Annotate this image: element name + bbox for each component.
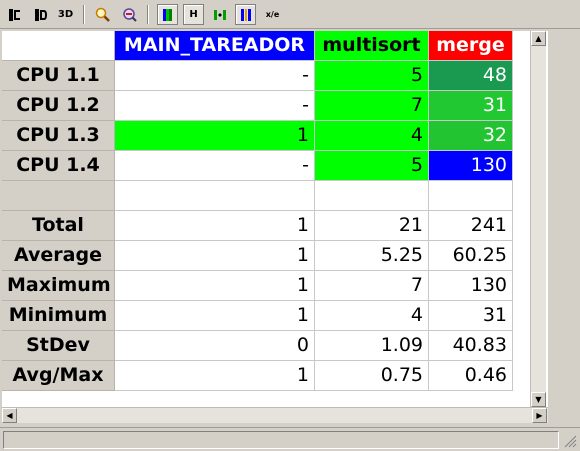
table-cell[interactable]: - bbox=[115, 61, 315, 91]
open-control-window-icon[interactable] bbox=[4, 4, 25, 25]
status-field bbox=[3, 431, 559, 449]
column-header-main_tareador[interactable]: MAIN_TAREADOR bbox=[115, 31, 315, 61]
column-header-multisort[interactable]: multisort bbox=[315, 31, 429, 61]
table-cell[interactable]: - bbox=[115, 91, 315, 121]
stat-row-header-stdev[interactable]: StDev bbox=[2, 331, 115, 361]
table-cell[interactable]: 48 bbox=[429, 61, 513, 91]
stat-cell[interactable]: 241 bbox=[429, 211, 513, 241]
open-filtered-control-icon[interactable] bbox=[119, 4, 140, 25]
row-header-cpu-1-2[interactable]: CPU 1.2 bbox=[2, 91, 115, 121]
stat-cell[interactable]: 4 bbox=[315, 301, 429, 331]
table-cell[interactable]: 4 bbox=[315, 121, 429, 151]
3d-label: 3D bbox=[57, 9, 74, 20]
stat-cell[interactable]: 130 bbox=[429, 271, 513, 301]
status-bar bbox=[0, 427, 580, 451]
3d-view-icon[interactable]: 3D bbox=[55, 4, 76, 25]
stat-cell[interactable]: 1 bbox=[115, 361, 315, 391]
stat-cell[interactable]: 21 bbox=[315, 211, 429, 241]
table-corner bbox=[2, 31, 115, 61]
stat-cell[interactable]: 60.25 bbox=[429, 241, 513, 271]
vertical-scrollbar[interactable]: ▲ ▼ bbox=[530, 31, 546, 407]
table-cell[interactable]: 31 bbox=[429, 91, 513, 121]
horizontal-icon[interactable]: H bbox=[183, 4, 204, 25]
stat-row-header-total[interactable]: Total bbox=[2, 211, 115, 241]
label-format-label: x/e bbox=[265, 10, 280, 19]
horizontal-label: H bbox=[189, 9, 198, 20]
stat-row-header-avg-max[interactable]: Avg/Max bbox=[2, 361, 115, 391]
column-header-merge[interactable]: merge bbox=[429, 31, 513, 61]
statistics-table: MAIN_TAREADOR multisort merge CPU 1.1-5 48 CP… bbox=[2, 31, 548, 407]
separator-cell bbox=[429, 181, 513, 211]
stat-cell[interactable]: 1.09 bbox=[315, 331, 429, 361]
scroll-left-icon[interactable]: ◀ bbox=[2, 408, 17, 423]
open-data-window-icon[interactable] bbox=[30, 4, 51, 25]
table-cell[interactable]: 1 bbox=[115, 121, 315, 151]
scroll-up-icon[interactable]: ▲ bbox=[531, 31, 546, 46]
table-cell[interactable]: 32 bbox=[429, 121, 513, 151]
separator-cell bbox=[315, 181, 429, 211]
hide-empty-columns-icon[interactable] bbox=[209, 4, 230, 25]
stat-cell[interactable]: 7 bbox=[315, 271, 429, 301]
stat-row-header-minimum[interactable]: Minimum bbox=[2, 301, 115, 331]
stat-row-header-maximum[interactable]: Maximum bbox=[2, 271, 115, 301]
scroll-right-icon[interactable]: ▶ bbox=[532, 408, 547, 423]
zoom-icon[interactable] bbox=[92, 4, 113, 25]
separator-cell bbox=[115, 181, 315, 211]
row-header-cpu-1-4[interactable]: CPU 1.4 bbox=[2, 151, 115, 181]
row-header-cpu-1-3[interactable]: CPU 1.3 bbox=[2, 121, 115, 151]
stat-row-header-average[interactable]: Average bbox=[2, 241, 115, 271]
label-format-icon[interactable]: x/e bbox=[262, 4, 283, 25]
scroll-down-icon[interactable]: ▼ bbox=[531, 392, 546, 407]
stat-cell[interactable]: 31 bbox=[429, 301, 513, 331]
toolbar: 3D H x/e bbox=[0, 0, 580, 29]
stat-cell[interactable]: 0 bbox=[115, 331, 315, 361]
sort-columns-icon[interactable] bbox=[235, 4, 256, 25]
table-cell[interactable]: - bbox=[115, 151, 315, 181]
stat-cell[interactable]: 1 bbox=[115, 211, 315, 241]
table-cell[interactable]: 5 bbox=[315, 151, 429, 181]
table-cell[interactable]: 5 bbox=[315, 61, 429, 91]
stat-cell[interactable]: 0.75 bbox=[315, 361, 429, 391]
stat-cell[interactable]: 0.46 bbox=[429, 361, 513, 391]
table-cell[interactable]: 130 bbox=[429, 151, 513, 181]
row-header-cpu-1-1[interactable]: CPU 1.1 bbox=[2, 61, 115, 91]
stat-cell[interactable]: 40.83 bbox=[429, 331, 513, 361]
resize-grip-icon[interactable] bbox=[563, 434, 577, 448]
separator-row-header bbox=[2, 181, 115, 211]
gradient-color-icon[interactable] bbox=[157, 4, 178, 25]
stat-cell[interactable]: 5.25 bbox=[315, 241, 429, 271]
stat-cell[interactable]: 1 bbox=[115, 271, 315, 301]
horizontal-scrollbar[interactable]: ◀ ▶ bbox=[2, 407, 548, 423]
stat-cell[interactable]: 1 bbox=[115, 301, 315, 331]
stat-cell[interactable]: 1 bbox=[115, 241, 315, 271]
table-cell[interactable]: 7 bbox=[315, 91, 429, 121]
